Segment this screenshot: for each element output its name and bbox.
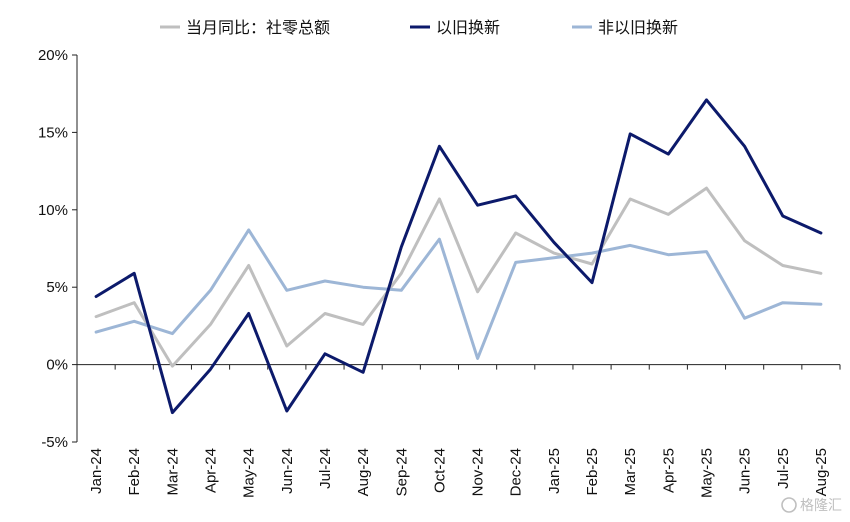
x-tick-label: Oct-24	[431, 448, 448, 493]
x-tick-label: Nov-24	[470, 448, 487, 496]
series-line-2	[94, 228, 823, 360]
watermark-text: 格隆汇	[800, 498, 842, 514]
x-tick-label: Feb-25	[584, 448, 601, 496]
series-lines	[94, 98, 823, 415]
x-tick-label: Sep-24	[393, 448, 410, 496]
legend-label-1: 以旧换新	[436, 18, 500, 37]
x-tick-label: Jan-25	[546, 448, 563, 494]
y-tick-label: 15%	[38, 124, 68, 141]
x-axis: Jan-24 Feb-24 Mar-24 Apr-24 May-24 Jun-24 Jul-…	[76, 364, 841, 498]
x-tick-label: Mar-25	[622, 448, 639, 496]
y-tick-label: -5%	[41, 434, 68, 451]
watermark-logo-icon	[781, 497, 797, 513]
y-tick-label: 5%	[46, 279, 68, 296]
x-tick-label: Jul-24	[317, 448, 334, 489]
legend-label-2: 非以旧换新	[598, 18, 678, 37]
x-tick-label: Jul-25	[775, 448, 792, 489]
series-line-0	[94, 186, 823, 368]
x-tick-label: Feb-24	[126, 448, 143, 496]
watermark: 格隆汇	[781, 497, 842, 514]
x-tick-label: Aug-25	[813, 448, 830, 496]
x-tick-label: Apr-24	[203, 448, 220, 493]
chart-legend: 当月同比：社零总额 以旧换新 非以旧换新	[160, 18, 678, 37]
y-tick-label: 0%	[46, 357, 68, 374]
x-tick-label: Jun-25	[737, 448, 754, 494]
y-tick-label: 20%	[38, 47, 68, 64]
x-tick-label: May-25	[698, 448, 715, 498]
y-axis: 20% 15% 10% 5% 0% -5%	[38, 47, 78, 451]
x-tick-label: May-24	[241, 448, 258, 498]
x-tick-label: Apr-25	[660, 448, 677, 493]
x-tick-label: Aug-24	[355, 448, 372, 496]
legend-label-0: 当月同比：社零总额	[186, 18, 330, 37]
series-line-1	[94, 98, 823, 415]
x-tick-label: Dec-24	[508, 448, 525, 496]
x-tick-label: Jan-24	[88, 448, 105, 494]
y-tick-label: 10%	[38, 202, 68, 219]
x-tick-label: Mar-24	[164, 448, 181, 496]
x-tick-label: Jun-24	[279, 448, 296, 494]
